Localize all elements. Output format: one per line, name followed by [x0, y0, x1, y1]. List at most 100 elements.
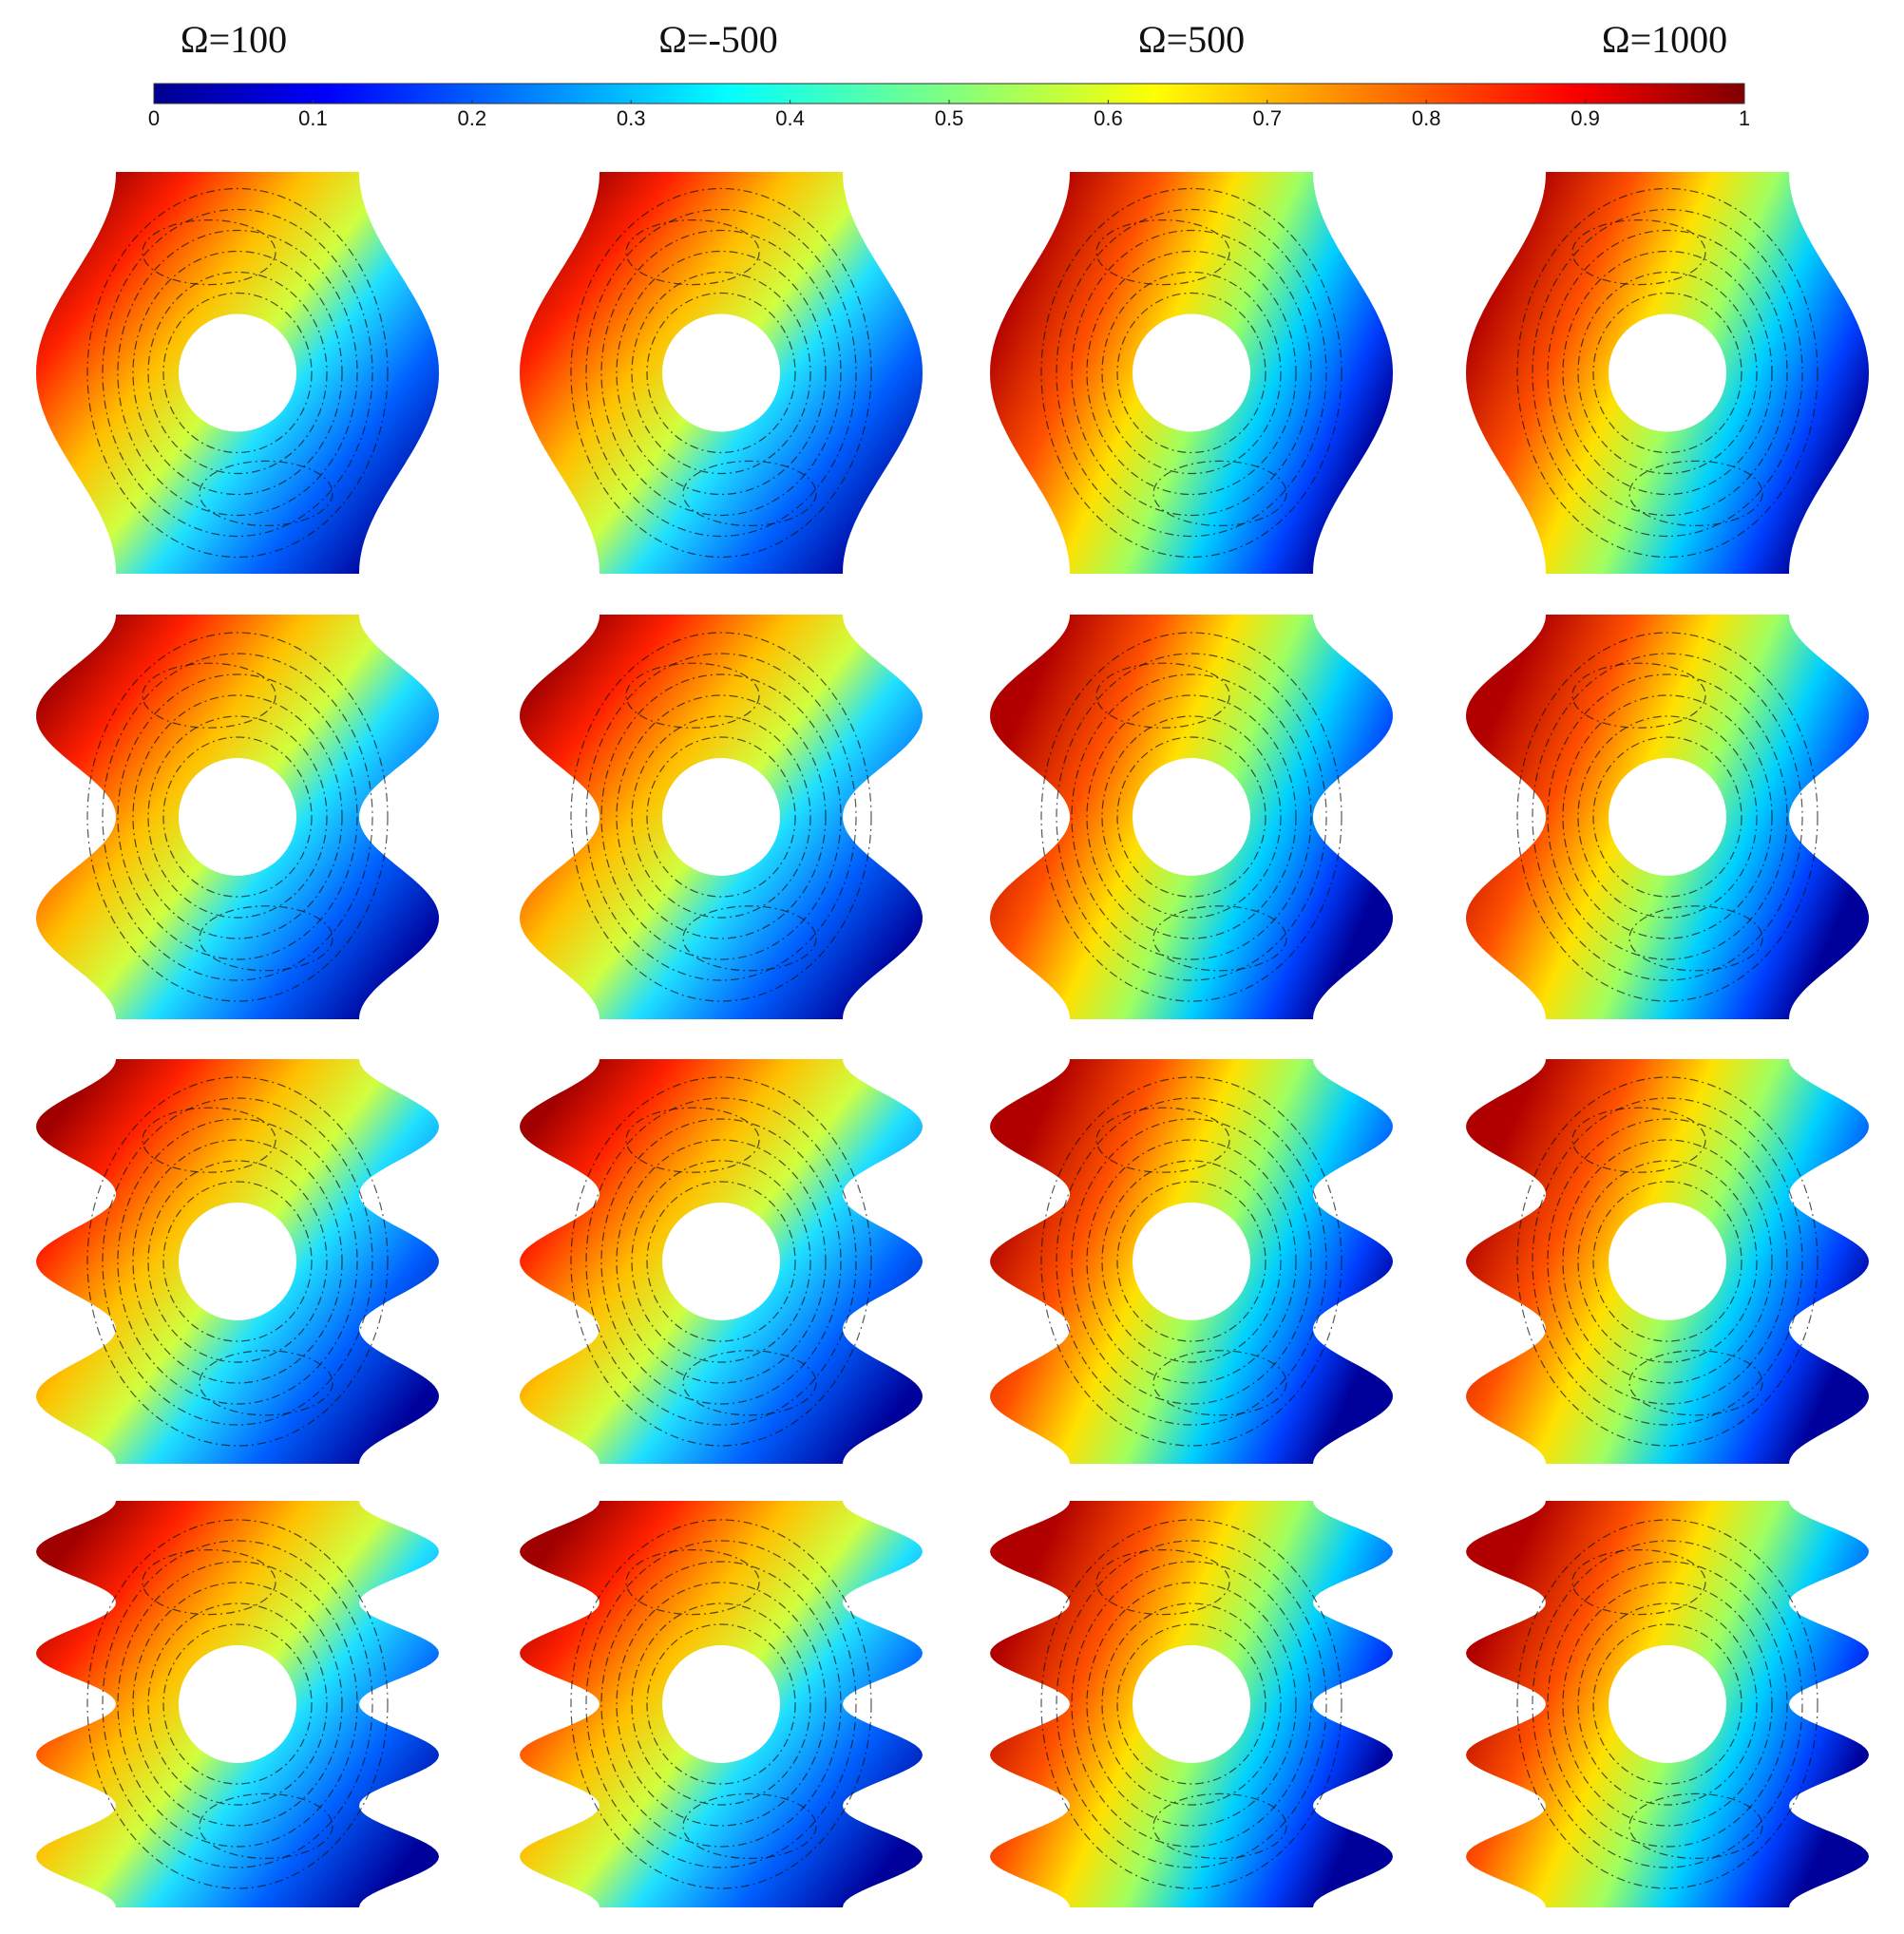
streamline: [1532, 208, 1803, 538]
column-label: Ω=1000: [1602, 18, 1727, 61]
streamline: [1116, 736, 1266, 898]
streamline: [616, 694, 827, 939]
streamline: [1532, 1097, 1803, 1426]
streamline: [1562, 1139, 1773, 1384]
colorbar-tick-label: 0.9: [1571, 106, 1600, 130]
streamline: [631, 271, 811, 475]
streamline: [1086, 1139, 1297, 1384]
vortex: [1095, 219, 1230, 286]
column-label: Ω=500: [1138, 18, 1245, 61]
cylinder: [1133, 313, 1250, 432]
streamline: [1056, 1540, 1327, 1868]
streamline: [646, 1181, 796, 1342]
streamline: [1516, 1076, 1818, 1447]
streamline: [646, 736, 796, 898]
streamline: [102, 653, 373, 981]
streamline: [1562, 250, 1773, 496]
streamline: [132, 694, 343, 939]
streamline: [585, 653, 857, 981]
streamline: [147, 1602, 328, 1806]
panel: [520, 615, 923, 1019]
vortex: [1571, 662, 1706, 729]
streamline: [585, 208, 857, 538]
streamline: [570, 1519, 872, 1889]
streamline: [1086, 694, 1297, 939]
streamline: [162, 1623, 313, 1785]
streamline: [1040, 1519, 1342, 1889]
panel: [36, 615, 439, 1019]
panel: [520, 1059, 923, 1464]
vortex: [142, 219, 276, 286]
colorbar-tick-label: 0.1: [298, 106, 328, 130]
vortex: [682, 460, 817, 527]
panel: [520, 172, 923, 574]
streamline: [1516, 632, 1818, 1002]
streamline: [1071, 229, 1312, 517]
streamline: [1071, 1561, 1312, 1848]
cylinder: [1609, 1203, 1726, 1320]
colorbar-tick-label: 0.2: [458, 106, 487, 130]
vortex: [1628, 905, 1763, 972]
vortex: [199, 460, 333, 527]
streamline: [1116, 292, 1266, 454]
streamline: [1592, 736, 1742, 898]
streamline: [1516, 187, 1818, 559]
cylinder: [1133, 758, 1250, 876]
vortex: [1628, 460, 1763, 527]
streamline: [117, 1118, 358, 1405]
vortex: [1152, 905, 1287, 972]
streamline: [117, 229, 358, 517]
streamline: [147, 271, 328, 475]
streamline: [1562, 1582, 1773, 1827]
streamline: [132, 250, 343, 496]
streamline: [1056, 653, 1327, 981]
streamline: [102, 1540, 373, 1868]
streamline: [1577, 1160, 1758, 1363]
streamline: [1577, 715, 1758, 919]
streamline: [1562, 694, 1773, 939]
vortex: [625, 219, 760, 286]
streamline: [616, 1139, 827, 1384]
streamline: [1116, 1623, 1266, 1785]
vortex: [199, 1792, 333, 1860]
streamline: [1101, 715, 1282, 919]
vortex: [1152, 460, 1287, 527]
streamline: [1056, 208, 1327, 538]
streamline: [1040, 187, 1342, 559]
streamline: [147, 1160, 328, 1363]
vortex: [1628, 1350, 1763, 1416]
streamline: [1592, 292, 1742, 454]
cylinder: [179, 1645, 296, 1763]
vortex: [1571, 219, 1706, 286]
streamline: [1086, 1582, 1297, 1827]
streamline: [570, 632, 872, 1002]
colorbar-tick-label: 0.3: [617, 106, 646, 130]
streamline: [1592, 1181, 1742, 1342]
colorbar-tick-label: 0: [148, 106, 160, 130]
streamline: [1532, 1540, 1803, 1868]
column-label: Ω=-500: [658, 18, 778, 61]
streamline: [631, 1602, 811, 1806]
panel: [990, 615, 1393, 1019]
cylinder: [662, 1645, 780, 1763]
streamline: [1547, 1118, 1788, 1405]
vortex: [1095, 1548, 1230, 1616]
colorbar-tick-label: 1: [1739, 106, 1750, 130]
streamline: [646, 292, 796, 454]
streamline: [117, 1561, 358, 1848]
streamline: [1040, 1076, 1342, 1447]
streamline: [1071, 673, 1312, 960]
streamline: [585, 1097, 857, 1426]
streamline: [1547, 1561, 1788, 1848]
streamline: [570, 187, 872, 559]
streamline: [585, 1540, 857, 1868]
streamline: [600, 1561, 842, 1848]
cylinder: [662, 313, 780, 432]
vortex: [625, 662, 760, 729]
cylinder: [179, 313, 296, 432]
streamline: [132, 1582, 343, 1827]
panel: [1466, 1501, 1869, 1907]
streamline: [570, 1076, 872, 1447]
streamline: [86, 632, 389, 1002]
